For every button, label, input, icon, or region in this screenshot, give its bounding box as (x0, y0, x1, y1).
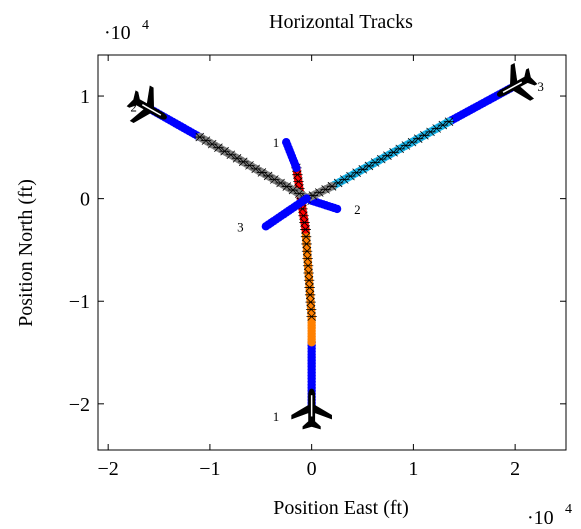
track-marker (339, 175, 350, 184)
track-label: 3 (537, 79, 544, 94)
track-marker (406, 137, 418, 147)
svg-text:4: 4 (142, 18, 149, 33)
track-marker (303, 268, 314, 278)
track-1 (282, 138, 317, 414)
track-marker (301, 246, 313, 256)
svg-text:4: 4 (565, 502, 572, 517)
track-point (282, 138, 291, 147)
x-tick-label: 1 (408, 458, 418, 480)
airplane-highlight (141, 104, 162, 116)
svg-text:·10: ·10 (527, 507, 554, 529)
y-tick-label: −2 (69, 394, 90, 416)
track-marker (213, 143, 224, 152)
track-marker (238, 157, 249, 167)
x-tick-label: 0 (307, 458, 317, 480)
track-marker (394, 144, 405, 154)
airplane-2-icon (126, 85, 167, 124)
track-marker (388, 148, 399, 157)
track-marker (225, 150, 237, 160)
airplane-3-icon (496, 62, 538, 101)
track-end-label: 1 (273, 409, 280, 424)
tracks (144, 81, 520, 414)
track-marker (304, 290, 316, 300)
track-marker (256, 168, 268, 177)
x-axis-label: Position East (ft) (273, 497, 409, 519)
track-marker (281, 182, 292, 191)
track-marker (431, 124, 442, 133)
track-marker (413, 134, 424, 143)
y-tick-label: 0 (80, 189, 90, 211)
y-tick-label: 1 (80, 86, 90, 108)
axes: −2 −1 0 1 2 −2 −1 0 1 (69, 54, 567, 480)
x-tick-label: −2 (98, 458, 119, 480)
airplane-body (496, 62, 538, 101)
track-marker (382, 151, 393, 160)
y-tick-label: −1 (69, 291, 90, 313)
track-marker (250, 164, 261, 174)
track-marker (306, 312, 317, 321)
y-axis-label: Position North (ft) (15, 179, 37, 327)
track-point (332, 204, 342, 214)
track-marker (194, 132, 205, 142)
track-marker (294, 189, 305, 198)
track-marker (200, 136, 212, 145)
track-marker (269, 175, 280, 184)
track-marker (363, 161, 375, 171)
track-marker (419, 131, 430, 140)
track-marker (301, 239, 312, 249)
track-marker (437, 120, 449, 130)
track-marker (369, 158, 381, 167)
track-marker (345, 171, 356, 181)
track-label: 1 (273, 135, 280, 150)
y-scale-label: ·10 4 (104, 18, 149, 44)
plot-area: 1 1 2 2 3 3 (126, 62, 544, 430)
x-scale-label: ·10 4 (527, 502, 572, 529)
track-marker (400, 141, 412, 150)
track-marker (244, 161, 255, 170)
chart-title: Horizontal Tracks (269, 11, 413, 33)
track-marker (376, 154, 387, 164)
x-tick-label: 2 (510, 458, 520, 480)
track-marker (302, 254, 313, 263)
track-2 (144, 104, 342, 214)
svg-text:·10: ·10 (104, 22, 131, 44)
track-marker (262, 171, 274, 181)
x-tick-label: −1 (199, 458, 220, 480)
track-marker (206, 139, 218, 149)
airplane-highlight (502, 81, 523, 93)
axes-frame (97, 54, 567, 451)
track-marker (287, 185, 299, 195)
track-marker (443, 117, 455, 126)
track-marker (305, 305, 317, 314)
track-marker (219, 146, 230, 156)
track-point (261, 222, 271, 231)
track-marker (300, 232, 312, 241)
track-marker (425, 127, 436, 137)
track-marker (357, 165, 368, 174)
track-end-label: 2 (354, 202, 361, 217)
track-label: 2 (130, 99, 137, 114)
track-marker (275, 178, 286, 188)
track-end-label: 3 (237, 219, 244, 234)
track-marker (231, 153, 243, 163)
airplane-1-icon (291, 388, 332, 430)
track-marker (304, 283, 315, 292)
track-marker (302, 261, 314, 271)
track-marker (351, 168, 362, 177)
track-marker (305, 297, 316, 307)
track-marker (303, 276, 315, 285)
